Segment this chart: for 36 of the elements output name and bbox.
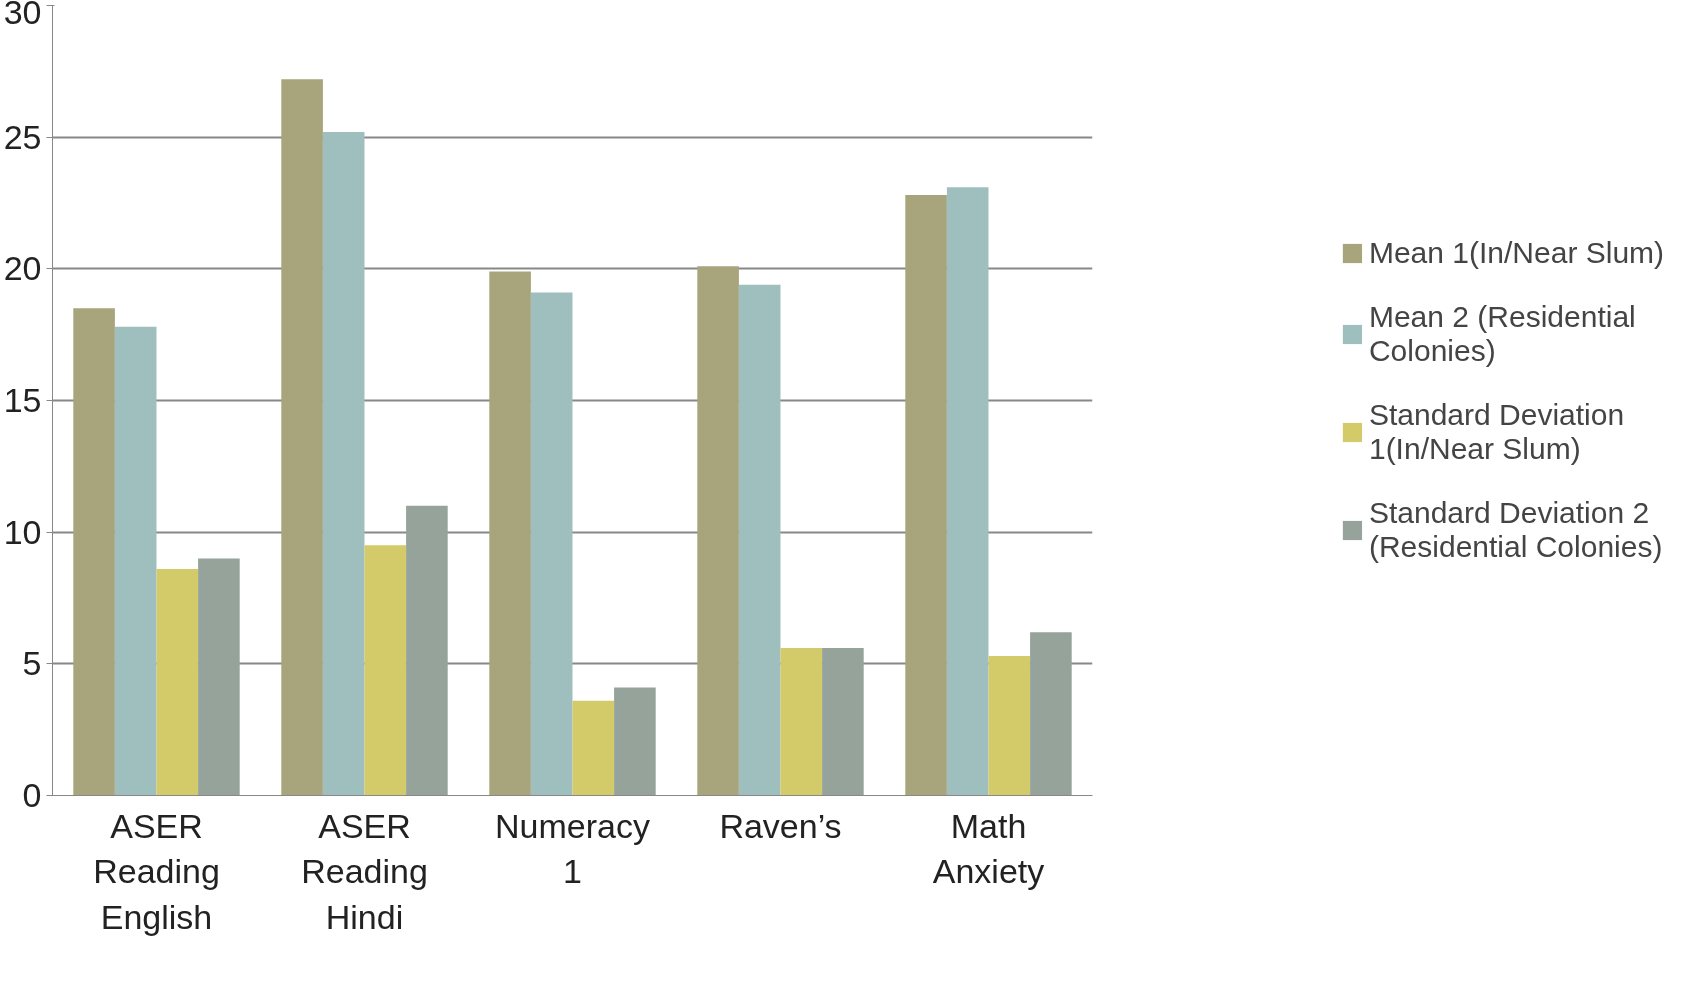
legend-label: Standard Deviation 2 (Residential Colonies) [1368, 496, 1663, 564]
y-tick-label: 30 [3, 0, 42, 31]
x-tick-label: Raven’s [719, 806, 842, 845]
bar [988, 655, 1031, 796]
bar [822, 648, 864, 796]
bar [114, 326, 157, 796]
x-tick-label: Numeracy 1 [495, 806, 650, 891]
bar [1030, 632, 1072, 796]
bar [946, 187, 989, 796]
y-tick-label: 20 [3, 249, 42, 288]
y-tick-label: 0 [22, 776, 42, 814]
y-tick-label: 15 [3, 381, 42, 419]
bar [905, 195, 947, 796]
bar [780, 648, 823, 796]
bar [281, 79, 323, 796]
bar [73, 308, 115, 796]
bar [614, 687, 656, 796]
bar [489, 271, 531, 796]
bar [738, 284, 781, 796]
bar [322, 131, 365, 796]
bar [406, 505, 448, 796]
bar [364, 545, 407, 796]
legend-label: Mean 1(In/Near Slum) [1368, 236, 1665, 270]
y-tick-label: 5 [22, 644, 42, 683]
bar [697, 266, 739, 796]
legend-label: Standard Deviation 1(In/Near Slum) [1368, 398, 1625, 466]
x-tick-label: Math Anxiety [932, 806, 1045, 891]
bar [198, 558, 240, 796]
x-tick-label: ASER Reading English [93, 806, 220, 936]
x-tick-label: ASER Reading Hindi [301, 806, 428, 936]
y-tick-label: 25 [3, 117, 42, 156]
bar [572, 700, 615, 796]
y-tick-label: 10 [3, 512, 42, 551]
bar [156, 569, 199, 796]
bar [530, 292, 573, 796]
legend-label: Mean 2 (Residential Colonies) [1368, 300, 1636, 368]
